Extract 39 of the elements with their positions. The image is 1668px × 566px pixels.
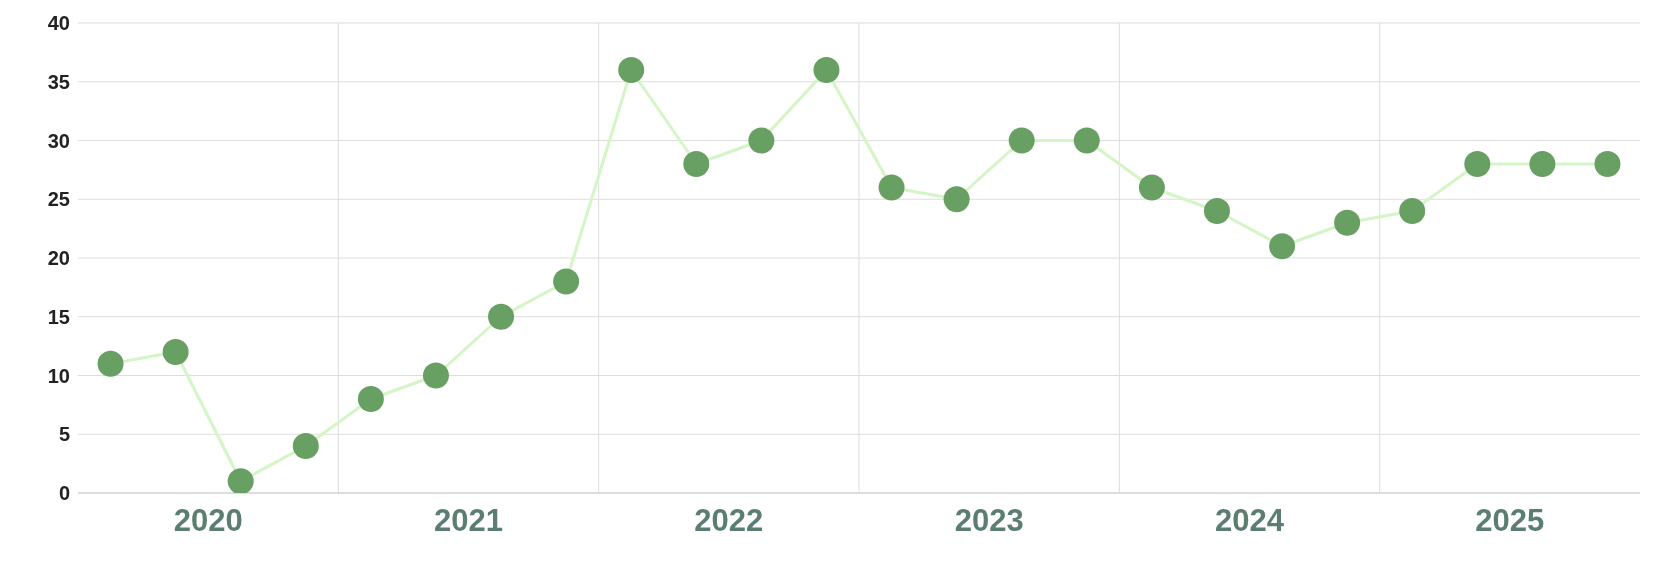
point [292,433,319,459]
point [1008,127,1035,154]
point [97,350,124,377]
y-tick-label: 30 [47,129,70,152]
point [618,57,645,83]
point [553,268,580,295]
point [943,186,970,213]
point [813,57,840,83]
point [357,386,384,412]
y-tick-label: 35 [47,70,70,93]
x-tick-label: 2023 [954,503,1024,539]
x-tick-label: 2020 [173,503,243,539]
y-tick-label: 20 [47,247,70,270]
point [683,151,710,177]
point [748,127,775,154]
point [422,362,449,389]
x-tick-label: 2021 [434,503,503,539]
point [878,174,905,201]
y-tick-label: 25 [47,188,70,211]
y-tick-label: 10 [47,364,70,387]
point [1269,233,1296,260]
point [1203,198,1230,224]
y-tick-label: 40 [47,12,70,35]
x-tick-label: 2025 [1475,503,1545,539]
point [488,303,515,330]
point [1529,151,1556,177]
x-tick-label: 2024 [1215,503,1285,539]
point [1594,151,1621,177]
point [1334,209,1361,236]
y-tick-label: 15 [47,305,70,328]
y-tick-label: 5 [58,423,70,446]
point [1464,151,1491,177]
y-tick-label: 0 [58,482,70,505]
point [1399,198,1426,224]
point [227,468,254,493]
point [162,339,189,365]
x-tick-label: 2022 [694,503,764,539]
point [1138,174,1165,201]
point [1073,127,1100,154]
